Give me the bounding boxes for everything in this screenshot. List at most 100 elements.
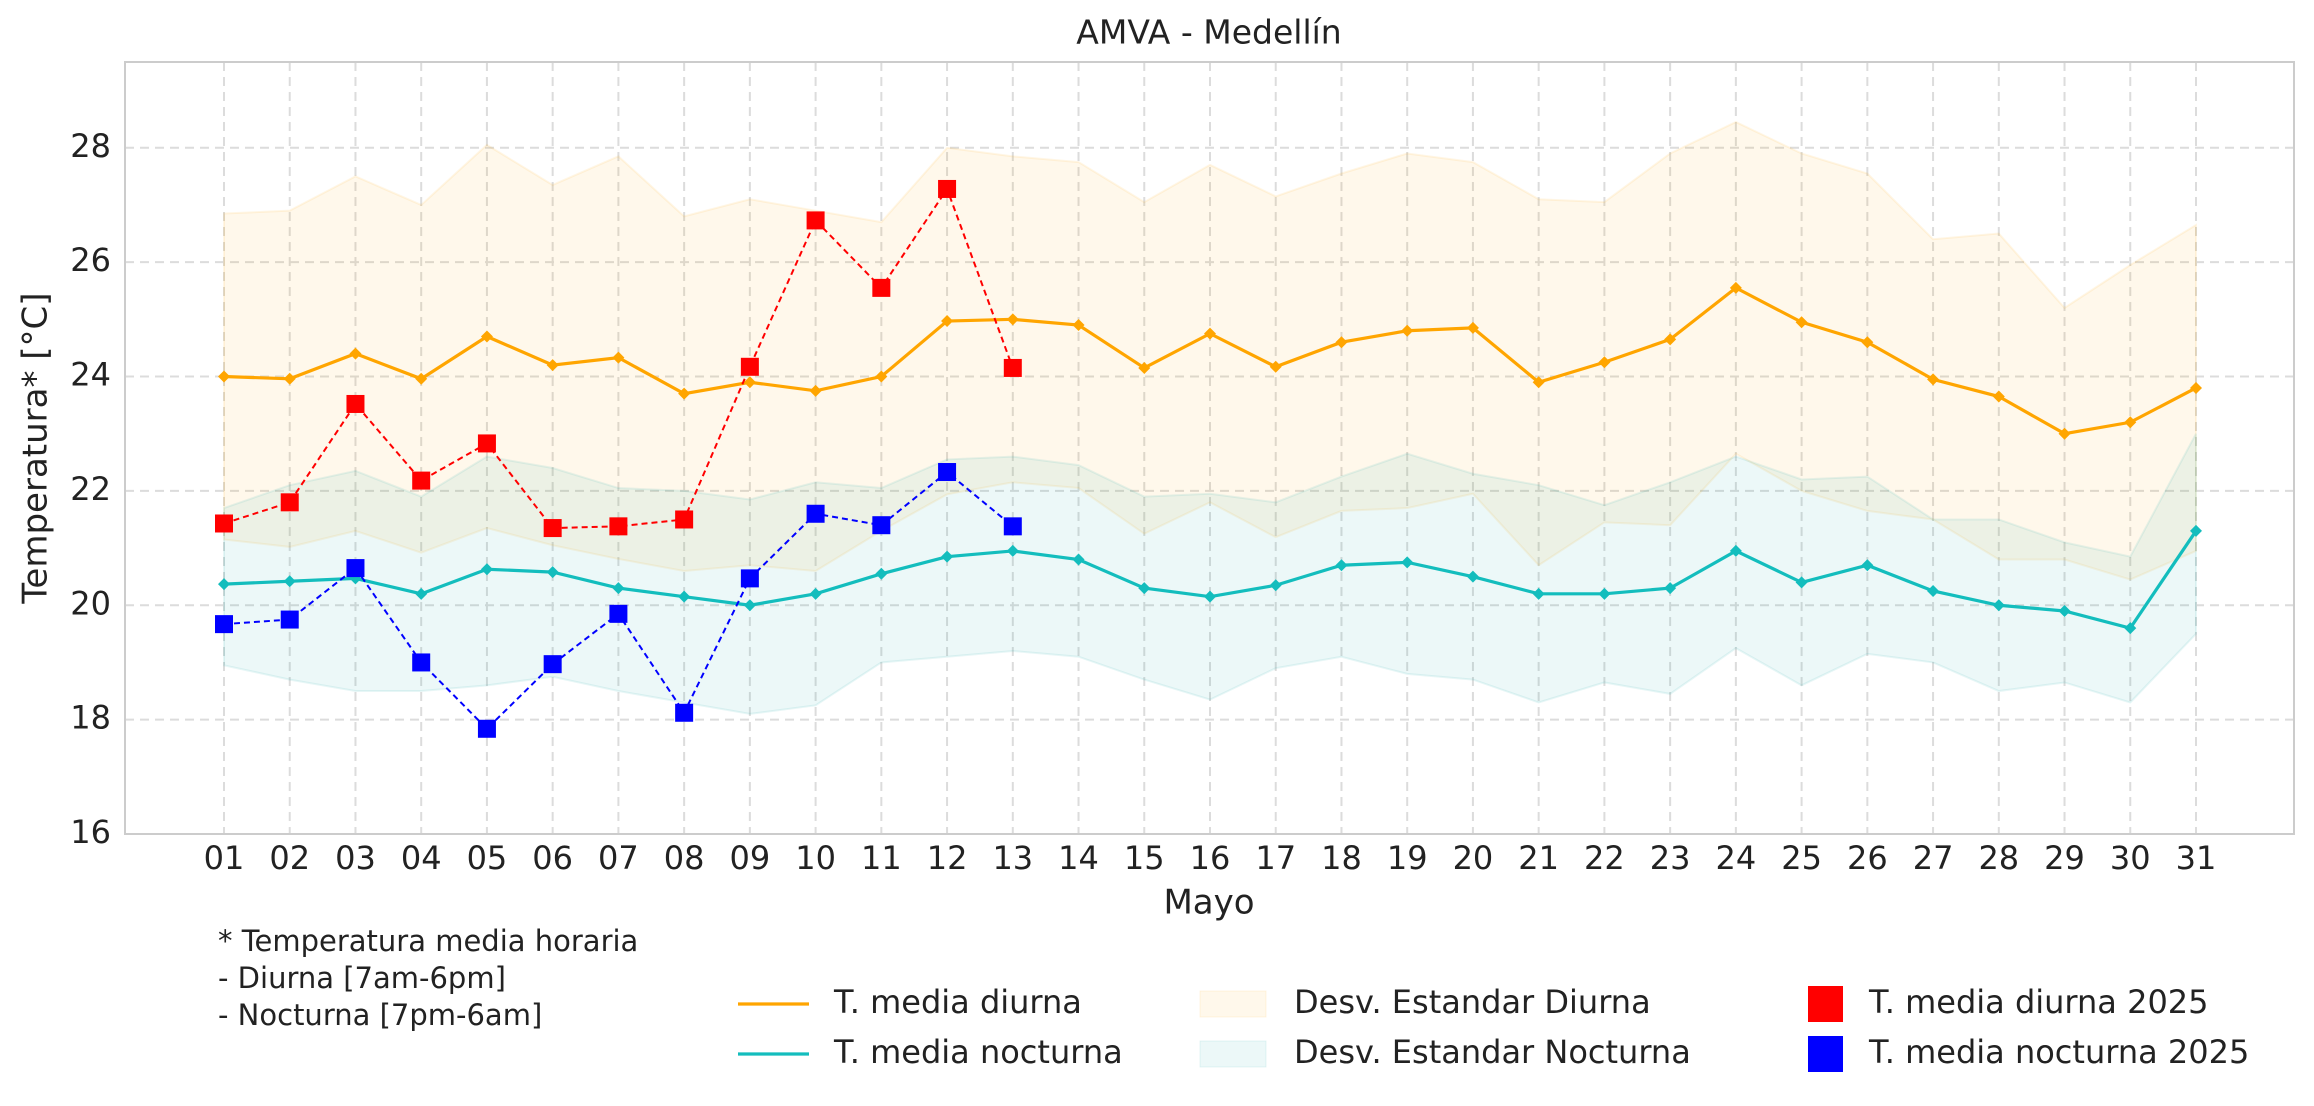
mean-marker	[809, 587, 822, 600]
mean-marker	[1992, 599, 2005, 612]
x-tick-label: 09	[730, 839, 771, 877]
mean-marker	[1598, 356, 1611, 369]
year-marker	[872, 278, 891, 297]
year-marker	[675, 510, 694, 529]
mean-marker	[1006, 313, 1019, 326]
x-tick-label: 26	[1847, 839, 1888, 877]
x-tick-label: 27	[1913, 839, 1954, 877]
mean-marker	[415, 372, 428, 385]
mean-marker	[941, 315, 954, 328]
legend-swatch	[1199, 990, 1267, 1018]
x-tick-label: 28	[1978, 839, 2019, 877]
mean-marker	[612, 582, 625, 595]
mean-marker	[1598, 587, 1611, 600]
y-tick-label: 26	[70, 241, 111, 279]
mean-marker	[2190, 524, 2202, 537]
plot-frame	[124, 61, 2295, 835]
mean-marker	[1729, 544, 1742, 557]
mean-marker	[1532, 376, 1545, 389]
x-tick-label: 20	[1453, 839, 1494, 877]
x-tick-label: 18	[1321, 839, 1362, 877]
mean-marker	[1335, 559, 1348, 572]
std-band	[223, 120, 2197, 581]
x-tick-label: 02	[269, 839, 310, 877]
mean-marker	[678, 590, 691, 603]
mean-marker	[1204, 590, 1216, 603]
year-marker	[412, 653, 431, 672]
year-marker	[1003, 358, 1022, 377]
x-tick-label: 13	[992, 839, 1033, 877]
mean-marker	[1466, 321, 1479, 334]
mean-marker	[743, 599, 756, 612]
year-marker	[609, 604, 628, 623]
mean-marker	[1861, 559, 1874, 572]
x-tick-label: 22	[1584, 839, 1625, 877]
year-marker	[1003, 517, 1022, 536]
year-marker	[872, 516, 891, 535]
mean-marker	[1204, 327, 1216, 340]
year-marker	[740, 357, 759, 376]
x-tick-label: 21	[1518, 839, 1559, 877]
std-band	[223, 433, 2197, 715]
legend-label: T. media nocturna	[833, 1033, 1123, 1071]
x-axis-label: Mayo	[1163, 883, 1254, 923]
year-marker	[675, 703, 694, 722]
mean-marker	[283, 575, 296, 588]
mean-marker	[2058, 604, 2071, 617]
mean-marker	[1269, 360, 1282, 373]
mean-marker	[875, 370, 888, 383]
year-marker	[543, 655, 562, 674]
mean-marker	[1927, 584, 1940, 597]
mean-marker	[612, 351, 625, 364]
year-marker	[806, 504, 825, 523]
x-tick-label: 10	[795, 839, 836, 877]
mean-marker	[218, 370, 230, 383]
mean-marker	[678, 387, 691, 400]
mean-marker	[1927, 373, 1940, 386]
y-tick-label: 16	[70, 813, 111, 851]
mean-marker	[415, 587, 428, 600]
year-marker	[477, 719, 496, 738]
mean-marker	[809, 384, 822, 397]
mean-marker	[1729, 281, 1742, 294]
note: * Temperatura media horaria	[218, 924, 638, 958]
mean-marker	[743, 376, 756, 389]
mean-marker	[1664, 333, 1677, 346]
mean-marker	[2190, 381, 2202, 394]
mean-marker	[1269, 579, 1282, 592]
mean-marker	[1138, 582, 1151, 595]
mean-marker	[1466, 570, 1479, 583]
x-tick-label: 16	[1190, 839, 1231, 877]
x-tick-label: 14	[1058, 839, 1099, 877]
mean-marker	[1861, 336, 1874, 349]
legend-label: T. media diurna 2025	[1868, 983, 2209, 1021]
legend-swatch	[1199, 1040, 1267, 1068]
year-marker	[740, 569, 759, 588]
note: - Nocturna [7pm-6am]	[218, 998, 542, 1032]
note: - Diurna [7am-6pm]	[218, 961, 506, 995]
mean-marker	[875, 567, 888, 580]
year-marker	[543, 519, 562, 538]
mean-marker	[1072, 319, 1085, 332]
mean-marker	[2058, 427, 2071, 440]
x-tick-label: 30	[2110, 839, 2151, 877]
mean-marker	[480, 330, 493, 343]
mean-marker	[480, 563, 493, 576]
mean-marker	[218, 578, 230, 591]
mean-marker	[1335, 336, 1348, 349]
mean-marker	[2124, 416, 2137, 429]
year-marker	[412, 471, 431, 490]
mean-marker	[1795, 576, 1808, 589]
x-tick-label: 19	[1387, 839, 1428, 877]
x-tick-label: 06	[532, 839, 573, 877]
x-tick-label: 04	[401, 839, 442, 877]
legend-label: T. media nocturna 2025	[1868, 1033, 2249, 1071]
mean-marker	[2124, 622, 2137, 635]
year-marker	[215, 615, 233, 634]
x-tick-label: 08	[664, 839, 705, 877]
year-marker	[215, 514, 233, 533]
x-tick-label: 25	[1781, 839, 1822, 877]
x-tick-label: 24	[1716, 839, 1757, 877]
